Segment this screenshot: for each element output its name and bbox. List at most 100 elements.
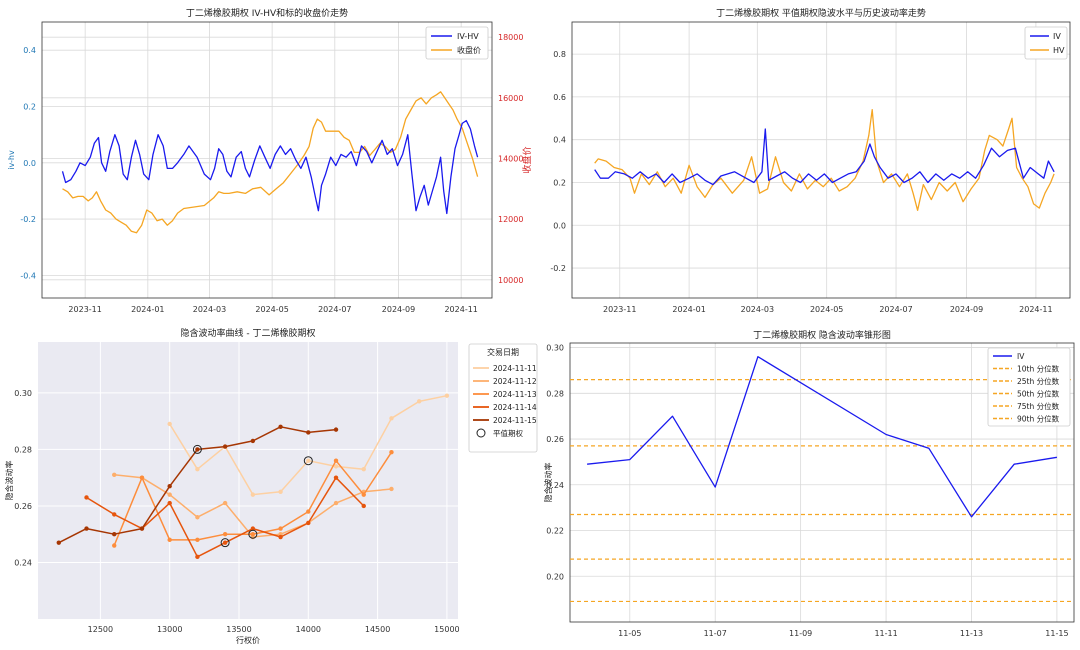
x-tick-label: 11-15: [1045, 629, 1068, 638]
iv-line: [594, 128, 1055, 186]
atm-marker: [220, 538, 230, 548]
iv-cone-chart: 丁二烯橡胶期权 隐含波动率锥形图 11-05 11-07 11-09 11-11 11-1…: [540, 323, 1080, 646]
smile-point: [195, 554, 200, 560]
smile-point: [222, 500, 228, 506]
iv-hv-close-chart: 丁二烯橡胶期权 IV-HV和标的收盘价走势 2023-11 2024-01 2024-…: [0, 0, 540, 323]
smile-point: [278, 526, 283, 531]
x-tick-label: 2024-07: [879, 305, 912, 314]
y-tick-label: 0.8: [553, 50, 566, 59]
x-tick-label: 2024-01: [131, 305, 164, 314]
x-tick-label: 2024-11: [1019, 305, 1052, 314]
smile-point: [389, 486, 394, 492]
atm-marker: [248, 529, 258, 539]
y-tick-label: 0.4: [553, 136, 566, 145]
y-tick-label: 0.0: [23, 159, 36, 168]
iv-cone-line: [587, 356, 1058, 518]
smile-point: [306, 509, 311, 514]
smile-point: [333, 427, 339, 432]
y-tick-label: 0.24: [546, 481, 564, 490]
smile-point: [167, 537, 172, 543]
smile-point: [195, 447, 200, 452]
x-tick-label: 2024-03: [193, 305, 226, 314]
x-tick-label: 2024-01: [672, 305, 705, 314]
x-tick-label: 2024-09: [950, 305, 983, 314]
legend-label: 25th 分位数: [1017, 376, 1060, 386]
x-tick-label: 11-13: [960, 629, 983, 638]
plot-frame: [41, 21, 493, 299]
smile-point: [333, 475, 339, 480]
chart-title: 丁二烯橡胶期权 平值期权隐波水平与历史波动率走势: [716, 7, 926, 19]
smile-point: [389, 450, 394, 455]
x-tick-label: 11-05: [618, 629, 641, 638]
legend-label: 2024-11-11: [493, 364, 537, 373]
y-tick-label: 0.28: [14, 445, 32, 454]
legend-label: 2024-11-12: [493, 377, 537, 386]
x-tick-label: 2024-11: [444, 305, 477, 314]
y2-tick-label: 10000: [498, 276, 523, 285]
smile-point: [306, 430, 311, 435]
y-tick-label: 0.4: [23, 46, 36, 55]
x-tick-label: 11-07: [704, 629, 727, 638]
x-tick-label: 12500: [88, 625, 113, 634]
legend-label: 平值期权: [493, 428, 523, 438]
smile-point: [167, 421, 172, 427]
y-tick-label: 0.2: [23, 102, 36, 111]
y-tick-label: 0.26: [14, 502, 32, 511]
smile-point: [112, 512, 117, 517]
smile-point: [389, 416, 394, 421]
smile-point: [112, 472, 117, 478]
y2-axis-label: 收盘价: [521, 146, 533, 173]
smile-point: [167, 483, 172, 489]
smile-point: [139, 526, 145, 531]
y-tick-label: 0.30: [546, 344, 564, 353]
smile-point: [306, 520, 311, 526]
plot-frame: [569, 342, 1075, 623]
iv-hv-line: [61, 119, 479, 215]
atm-iv-hv-chart: 丁二烯橡胶期权 平值期权隐波水平与历史波动率走势 2023-11 2024-01 20…: [540, 0, 1080, 323]
smile-point: [56, 540, 61, 545]
x-tick-label: 2024-05: [810, 305, 843, 314]
smile-point: [112, 532, 117, 537]
y-tick-label: 0.2: [553, 178, 566, 187]
legend-atm-symbol: [476, 428, 486, 438]
iv-hv-close-svg: 丁二烯橡胶期权 IV-HV和标的收盘价走势 2023-11 2024-01 2024-…: [7, 7, 533, 314]
legend-label: IV: [1017, 352, 1025, 361]
legend-label: 75th 分位数: [1017, 401, 1060, 411]
smile-point: [306, 458, 311, 463]
legend-label: 50th 分位数: [1017, 389, 1060, 399]
x-tick-label: 2024-03: [741, 305, 774, 314]
smile-point: [278, 489, 283, 495]
x-tick-label: 2024-09: [382, 305, 415, 314]
atm-iv-hv-svg: 丁二烯橡胶期权 平值期权隐波水平与历史波动率走势 2023-11 2024-01 20…: [550, 7, 1071, 314]
smile-point: [112, 543, 117, 548]
smile-point: [361, 466, 366, 472]
x-tick-label: 11-11: [874, 629, 897, 638]
hv-line: [594, 109, 1055, 211]
smile-point: [361, 503, 366, 509]
y-tick-label: -0.2: [20, 215, 36, 224]
smile-point: [222, 532, 228, 537]
iv-cone-svg: 丁二烯橡胶期权 隐含波动率锥形图 11-05 11-07 11-09 11-11 11-1…: [543, 329, 1075, 638]
smile-point: [250, 526, 256, 531]
x-tick-label: 2024-05: [255, 305, 288, 314]
legend-label: IV: [1053, 32, 1061, 41]
smile-point: [278, 424, 283, 429]
smile-point: [222, 540, 228, 545]
atm-marker: [192, 444, 202, 454]
smile-point: [167, 492, 172, 497]
smile-point: [278, 534, 283, 540]
plot-frame: [571, 21, 1071, 299]
smile-point: [361, 492, 366, 497]
smile-point: [167, 500, 172, 506]
x-tick-label: 2024-07: [318, 305, 351, 314]
smile-point: [333, 464, 339, 469]
x-tick-label: 14500: [365, 625, 390, 634]
y2-tick-label: 14000: [498, 154, 523, 163]
x-tick-label: 2023-11: [68, 305, 101, 314]
y-tick-label: 0.20: [546, 572, 564, 581]
legend-box: [1024, 26, 1068, 60]
legend-label: IV-HV: [457, 32, 479, 41]
chart-title: 丁二烯橡胶期权 隐含波动率锥形图: [753, 329, 891, 341]
chart-title: 丁二烯橡胶期权 IV-HV和标的收盘价走势: [186, 7, 348, 19]
y2-tick-label: 12000: [498, 215, 523, 224]
